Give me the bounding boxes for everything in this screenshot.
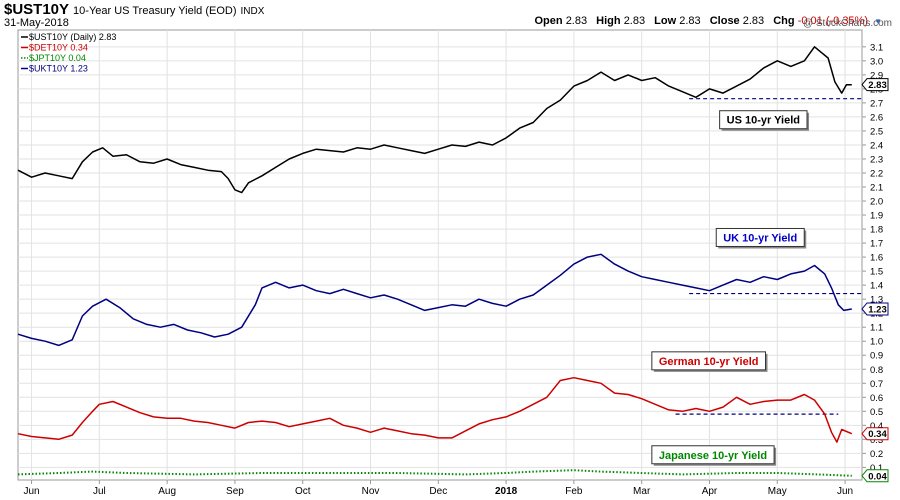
last-value-box (861, 469, 889, 483)
legend-entry: $UKT10Y 1.23 (29, 64, 88, 74)
y-tick-label: 2.4 (870, 140, 883, 151)
symbol-label: $UST10Y (4, 1, 70, 18)
y-tick-label: 3.1 (870, 42, 883, 53)
last-value-box (861, 302, 889, 316)
y-tick-label: 0.8 (870, 365, 883, 376)
low-value: 2.83 (679, 15, 701, 27)
x-tick-label: 2018 (495, 486, 518, 497)
annotation-label: UK 10-yr Yield (723, 232, 797, 244)
annotation-box: Japanese 10-yr Yield (651, 445, 777, 466)
y-tick-label: 2.9 (870, 70, 883, 81)
chart-date: 31-May-2018 (4, 17, 69, 29)
plot-area (17, 29, 863, 481)
y-tick-label: 1.6 (870, 253, 883, 264)
open-value: 2.83 (565, 15, 588, 27)
y-tick-label: 3.0 (870, 56, 883, 67)
y-tick-label: 0.3 (870, 435, 883, 446)
y-tick-label: 2.6 (870, 112, 883, 123)
open-label: Open (534, 15, 563, 27)
close-value: 2.83 (742, 15, 765, 27)
last-value-label: 2.83 (868, 80, 887, 91)
last-value-label: 0.04 (868, 471, 887, 482)
symbol-description: 10-Year US Treasury Yield (EOD) (73, 5, 237, 17)
legend-entry: $UST10Y (Daily) 2.83 (29, 32, 116, 42)
series-line-3 (17, 253, 852, 347)
watermark: @ StockCharts.com (802, 18, 892, 29)
annotation-box: US 10-yr Yield (719, 110, 810, 131)
annotation-label: Japanese 10-yr Yield (659, 450, 767, 462)
y-tick-label: 1.9 (870, 211, 883, 222)
series-line-1 (17, 376, 853, 443)
series-line-0 (17, 46, 852, 194)
chart-header-title: $UST10Y 10-Year US Treasury Yield (EOD) IN… (4, 1, 264, 18)
annotation-frame (719, 110, 808, 130)
x-tick-label: Feb (565, 486, 583, 497)
annotation-label: German 10-yr Yield (659, 356, 759, 368)
annotation-label: US 10-yr Yield (727, 115, 800, 127)
annotation-shadow (653, 353, 768, 372)
x-tick-label: Aug (158, 486, 176, 497)
legend-entry: $DET10Y 0.34 (29, 43, 88, 53)
y-tick-label: 1.1 (870, 323, 883, 334)
y-tick-label: 0.1 (870, 463, 883, 474)
y-tick-label: 2.2 (870, 168, 883, 179)
annotation-frame (651, 445, 775, 465)
last-value-tag: 0.04 (861, 469, 889, 483)
last-value-box (861, 78, 889, 92)
chg-value: -0.01 (-0.35%) (797, 15, 868, 27)
y-tick-label: 1.7 (870, 239, 883, 250)
x-tick-label: Dec (429, 486, 447, 497)
high-value: 2.83 (623, 15, 646, 27)
annotation-frame (651, 351, 767, 371)
ohlc-readout: Open 2.83 High 2.83 Low 2.83 Close 2.83 … (529, 15, 883, 27)
last-value-label: 1.23 (868, 304, 887, 315)
x-tick-label: Jul (93, 486, 106, 497)
y-tick-label: 2.5 (870, 126, 883, 137)
last-value-tag: 2.83 (861, 78, 889, 92)
chg-label: Chg (773, 15, 795, 27)
annotation-box: German 10-yr Yield (651, 351, 768, 372)
last-value-tag: 0.34 (861, 427, 889, 441)
y-tick-label: 0.6 (870, 393, 883, 404)
last-value-label: 0.34 (868, 429, 887, 440)
y-tick-label: 0.5 (870, 407, 883, 418)
y-tick-label: 0.9 (870, 351, 883, 362)
y-tick-label: 2.3 (870, 154, 883, 165)
exchange-label: INDX (240, 6, 265, 17)
y-tick-label: 1.5 (870, 267, 883, 278)
x-tick-label: Oct (295, 486, 311, 497)
y-tick-label: 2.0 (870, 197, 883, 208)
x-tick-label: May (768, 486, 787, 497)
legend-entry: $JPT10Y 0.04 (29, 53, 86, 63)
series-line-2 (17, 469, 852, 477)
y-tick-label: 1.8 (870, 225, 883, 236)
y-tick-label: 1.0 (870, 337, 883, 348)
annotation-shadow (653, 447, 777, 466)
annotation-frame (715, 227, 805, 247)
x-tick-label: Jun (837, 486, 853, 497)
y-tick-label: 2.7 (870, 98, 883, 109)
annotation-shadow (718, 230, 807, 249)
x-tick-label: Nov (362, 486, 380, 497)
y-tick-label: 0.4 (870, 421, 883, 432)
dropdown-caret-icon[interactable]: ▼ (874, 17, 882, 26)
y-tick-label: 0.7 (870, 379, 883, 390)
annotation-box: UK 10-yr Yield (715, 227, 807, 249)
low-label: Low (654, 15, 677, 27)
close-label: Close (709, 15, 740, 27)
x-tick-label: Jun (23, 486, 39, 497)
y-tick-label: 0.2 (870, 449, 883, 460)
x-tick-label: Sep (226, 486, 244, 497)
high-label: High (596, 15, 621, 27)
x-tick-label: Mar (633, 486, 651, 497)
y-tick-label: 2.1 (870, 183, 883, 194)
x-tick-label: Apr (702, 486, 718, 497)
last-value-tag: 1.23 (861, 302, 889, 316)
last-value-box (861, 427, 889, 441)
y-tick-label: 1.3 (870, 295, 883, 306)
y-tick-label: 1.4 (870, 281, 883, 292)
annotation-shadow (721, 112, 810, 131)
